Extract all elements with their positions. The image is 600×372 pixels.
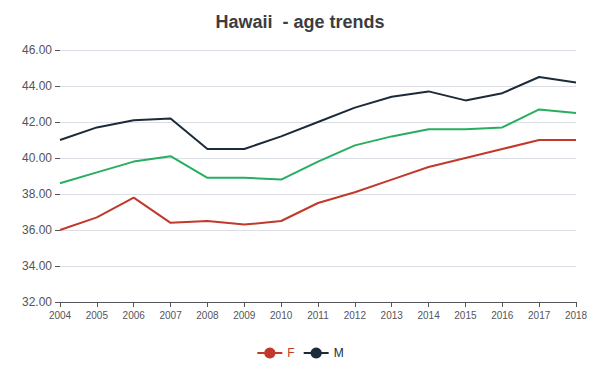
svg-text:46.00: 46.00: [22, 43, 52, 57]
svg-text:Hawaii - age trends: Hawaii - age trends: [215, 12, 384, 32]
svg-text:2006: 2006: [123, 310, 146, 321]
svg-text:44.00: 44.00: [22, 79, 52, 93]
svg-text:M: M: [334, 346, 344, 360]
svg-text:2004: 2004: [49, 310, 72, 321]
svg-text:2017: 2017: [528, 310, 551, 321]
svg-text:2015: 2015: [454, 310, 477, 321]
svg-text:F: F: [287, 346, 294, 360]
svg-text:2018: 2018: [565, 310, 588, 321]
svg-text:2016: 2016: [491, 310, 514, 321]
svg-text:38.00: 38.00: [22, 187, 52, 201]
svg-text:2005: 2005: [86, 310, 109, 321]
svg-text:32.00: 32.00: [22, 295, 52, 309]
svg-text:36.00: 36.00: [22, 223, 52, 237]
svg-text:2009: 2009: [233, 310, 256, 321]
svg-text:42.00: 42.00: [22, 115, 52, 129]
svg-text:40.00: 40.00: [22, 151, 52, 165]
svg-text:2008: 2008: [196, 310, 219, 321]
svg-text:2014: 2014: [417, 310, 440, 321]
svg-text:2013: 2013: [381, 310, 404, 321]
svg-text:34.00: 34.00: [22, 259, 52, 273]
svg-text:2011: 2011: [307, 310, 329, 321]
svg-text:2010: 2010: [270, 310, 293, 321]
svg-text:2012: 2012: [344, 310, 367, 321]
svg-text:2007: 2007: [159, 310, 182, 321]
